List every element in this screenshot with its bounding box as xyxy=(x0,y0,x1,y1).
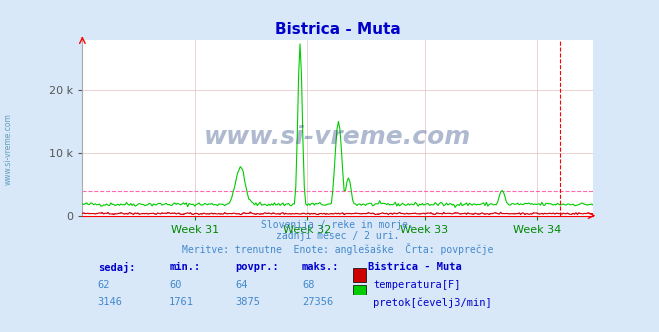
Text: pretok[čevelj3/min]: pretok[čevelj3/min] xyxy=(374,297,492,307)
Text: min.:: min.: xyxy=(169,262,200,272)
Text: 62: 62 xyxy=(98,280,110,290)
Text: 27356: 27356 xyxy=(302,297,333,307)
Text: 3146: 3146 xyxy=(98,297,123,307)
Text: 3875: 3875 xyxy=(236,297,260,307)
FancyBboxPatch shape xyxy=(353,268,366,282)
Text: 64: 64 xyxy=(236,280,248,290)
Text: povpr.:: povpr.: xyxy=(236,262,279,272)
Text: temperatura[F]: temperatura[F] xyxy=(374,280,461,290)
Text: maks.:: maks.: xyxy=(302,262,339,272)
FancyBboxPatch shape xyxy=(353,285,366,299)
Text: Bistrica - Muta: Bistrica - Muta xyxy=(368,262,462,272)
Title: Bistrica - Muta: Bistrica - Muta xyxy=(275,22,401,37)
Text: 68: 68 xyxy=(302,280,314,290)
Text: www.si-vreme.com: www.si-vreme.com xyxy=(3,114,13,185)
Text: www.si-vreme.com: www.si-vreme.com xyxy=(204,124,471,148)
Text: 60: 60 xyxy=(169,280,182,290)
Text: 1761: 1761 xyxy=(169,297,194,307)
Text: Slovenija / reke in morje.
zadnji mesec / 2 uri.
Meritve: trenutne  Enote: angle: Slovenija / reke in morje. zadnji mesec … xyxy=(182,219,494,255)
Text: sedaj:: sedaj: xyxy=(98,262,135,273)
